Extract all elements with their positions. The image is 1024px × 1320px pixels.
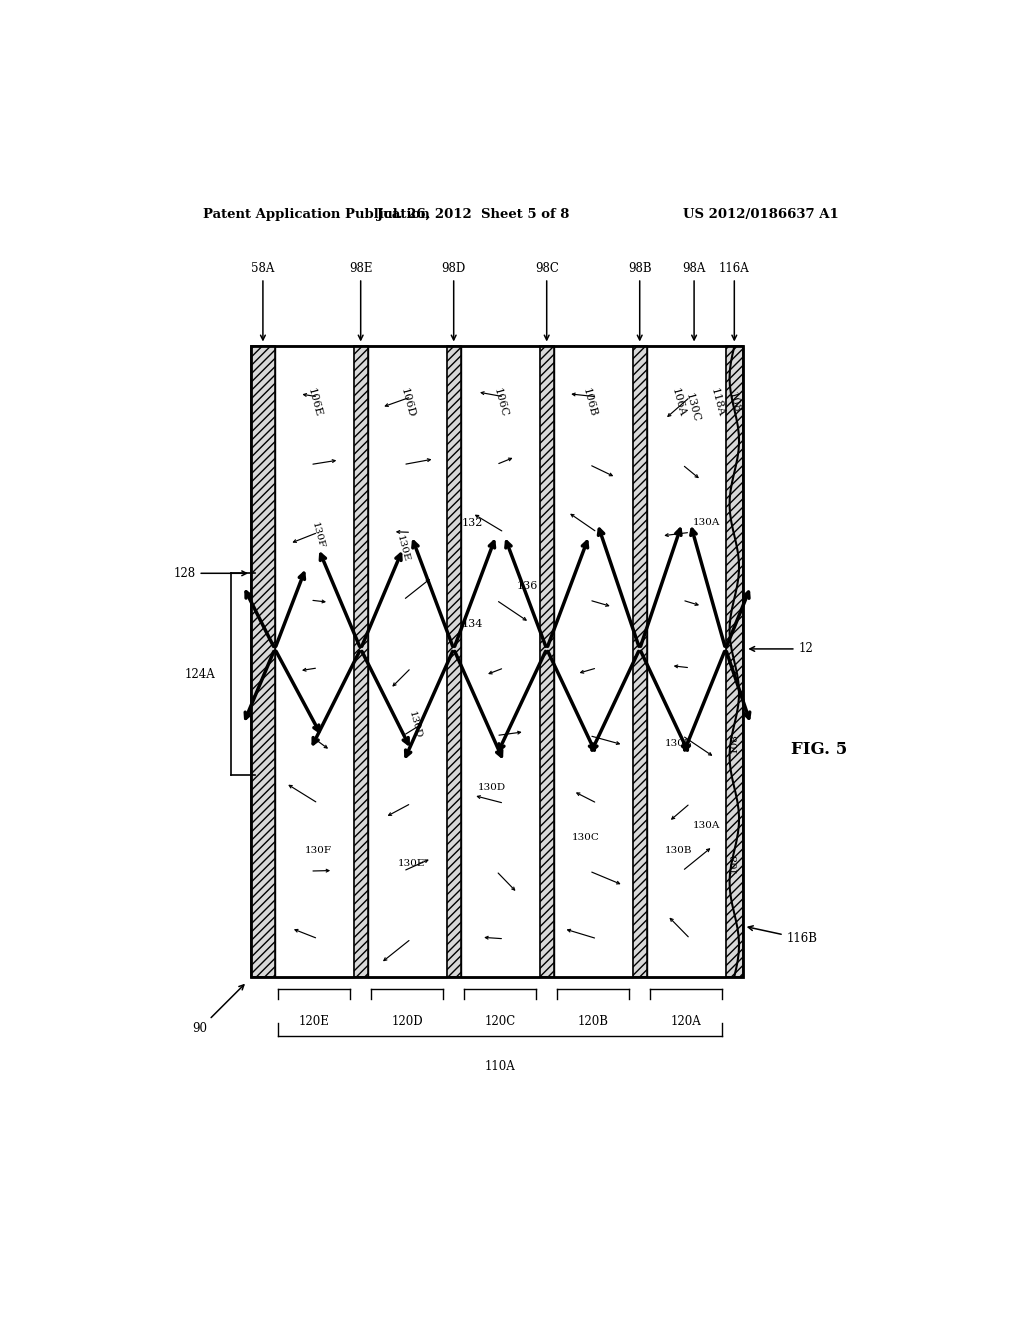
Text: 120A: 120A (671, 1015, 701, 1028)
Bar (274, 346, 353, 977)
Text: 106C: 106C (492, 387, 509, 418)
Text: 130E: 130E (397, 859, 425, 867)
Text: 120E: 120E (299, 1015, 330, 1028)
Bar (251, 346, 743, 977)
Text: 98A: 98A (682, 263, 706, 341)
Text: 106A: 106A (670, 387, 687, 418)
Text: US 2012/0186637 A1: US 2012/0186637 A1 (683, 207, 839, 220)
Bar (368, 346, 446, 977)
Text: 98D: 98D (441, 263, 466, 341)
Text: Jul. 26, 2012  Sheet 5 of 8: Jul. 26, 2012 Sheet 5 of 8 (377, 207, 569, 220)
Bar (726, 346, 743, 977)
Text: 116A: 116A (719, 263, 750, 341)
Text: 120C: 120C (484, 1015, 516, 1028)
Text: 108: 108 (730, 853, 738, 873)
Bar (633, 346, 647, 977)
Text: 124A: 124A (184, 668, 215, 681)
Text: 106D: 106D (398, 387, 416, 418)
Text: 134: 134 (462, 619, 483, 628)
Text: 128: 128 (173, 566, 247, 579)
Text: 132: 132 (462, 517, 483, 528)
Bar (446, 346, 461, 977)
Text: 106E: 106E (305, 387, 323, 418)
Text: 130B: 130B (665, 739, 692, 748)
Text: Patent Application Publication: Patent Application Publication (204, 207, 430, 220)
Text: 12: 12 (750, 643, 813, 656)
Text: FIG. 5: FIG. 5 (791, 742, 847, 758)
Text: 98B: 98B (628, 263, 651, 341)
Bar (461, 346, 540, 977)
Text: 110A: 110A (484, 1060, 515, 1073)
Text: 116B: 116B (749, 925, 818, 945)
Text: 130A: 130A (692, 821, 720, 830)
Text: 130E: 130E (395, 533, 411, 562)
Text: 130F: 130F (305, 846, 332, 855)
Text: 118A: 118A (709, 387, 726, 418)
Text: 108: 108 (730, 734, 738, 754)
Text: 98C: 98C (535, 263, 559, 341)
Text: 130C: 130C (684, 392, 701, 424)
Text: 98E: 98E (349, 263, 373, 341)
Bar (353, 346, 368, 977)
Text: 136: 136 (516, 581, 538, 591)
Text: 130F: 130F (310, 521, 326, 549)
Text: 130B: 130B (665, 846, 692, 855)
Bar (251, 346, 274, 977)
Text: 130C: 130C (571, 833, 599, 842)
Text: 58A: 58A (251, 263, 274, 341)
Bar (251, 346, 743, 977)
Text: 106B: 106B (581, 387, 598, 418)
Text: 120B: 120B (578, 1015, 608, 1028)
Bar (647, 346, 726, 977)
Bar (554, 346, 633, 977)
Text: 130D: 130D (408, 710, 423, 739)
Text: 130D: 130D (478, 783, 506, 792)
Bar (540, 346, 554, 977)
Text: 90: 90 (193, 985, 244, 1035)
Text: 130A: 130A (692, 519, 720, 528)
Text: 108: 108 (727, 391, 742, 414)
Text: 120D: 120D (391, 1015, 423, 1028)
